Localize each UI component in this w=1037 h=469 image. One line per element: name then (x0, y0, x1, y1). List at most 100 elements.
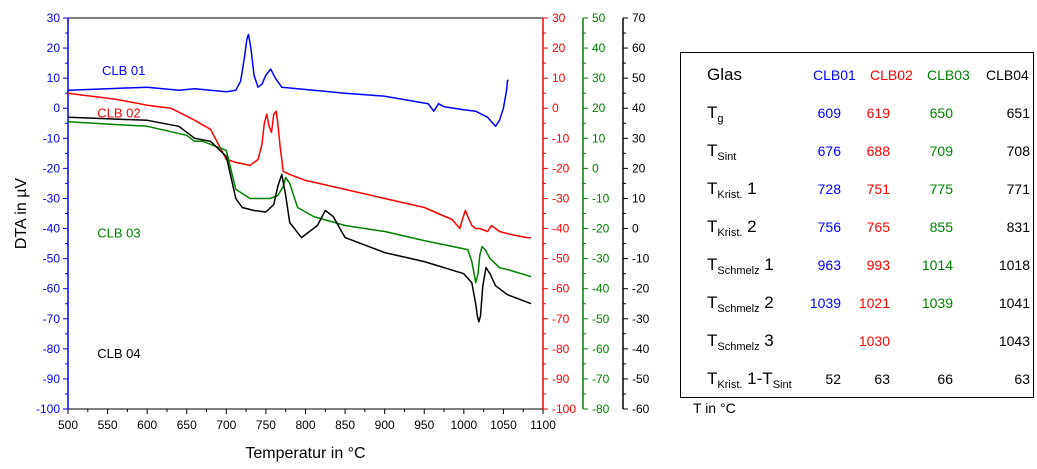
table-cell: 1041 (998, 295, 1030, 311)
x-tick-label: 850 (335, 418, 355, 432)
table-row-label: TSchmelz 3 (707, 331, 774, 353)
x-tick-label: 800 (295, 418, 315, 432)
table-cell: 609 (817, 105, 841, 121)
table-cell: 1043 (998, 333, 1030, 349)
table-row-label: Tg (707, 103, 724, 125)
table-row-label: TSchmelz 2 (707, 293, 774, 315)
table-cell: 709 (929, 143, 953, 159)
y-tick-label-left: -90 (43, 372, 61, 386)
y-tick-label-green: -70 (592, 372, 610, 386)
table-row: TKrist. 1-TSint 52 63 66 63 (681, 361, 1035, 397)
y-tick-label-red: 0 (552, 101, 559, 115)
x-tick-label: 500 (58, 418, 78, 432)
series-label-clb-01: CLB 01 (102, 63, 145, 78)
series-label-clb-02: CLB 02 (97, 105, 140, 120)
table-cell: 52 (825, 371, 841, 387)
y-tick-label-left: -50 (43, 252, 61, 266)
y-tick-label-left: 0 (53, 101, 60, 115)
table-unit-note: T in °C (693, 400, 736, 416)
y-tick-label-green: 0 (592, 161, 599, 175)
table-cell: 751 (866, 181, 890, 197)
y-tick-label-green: -50 (592, 312, 610, 326)
y-tick-label-green: -30 (592, 252, 610, 266)
y-tick-label-green: -40 (592, 282, 610, 296)
y-tick-label-left: -10 (43, 131, 61, 145)
y-tick-label-red: -30 (552, 191, 570, 205)
table-row: TKrist. 2 756 765 855 831 (681, 209, 1035, 245)
table-cell: 63 (874, 371, 890, 387)
x-tick-label: 900 (375, 418, 395, 432)
y-tick-label-left: -30 (43, 191, 61, 205)
y-tick-label-black: 50 (632, 71, 646, 85)
table-col-header: CLB04 (986, 67, 1029, 83)
y-tick-label-black: 10 (632, 191, 646, 205)
table-cell: 756 (817, 219, 841, 235)
table-cell: 993 (866, 257, 890, 273)
x-tick-label: 1100 (530, 418, 556, 432)
y-tick-label-green: -20 (592, 222, 610, 236)
table-row: TSint 676 688 709 708 (681, 133, 1035, 169)
y-tick-label-left: 30 (47, 11, 61, 25)
y-tick-label-black: -10 (632, 252, 650, 266)
axes-layer: 500 550 600 650 700 750 800 850 900 950 1000 1050 11… (13, 11, 650, 462)
table-cell: 765 (866, 219, 890, 235)
y-tick-label-black: 20 (632, 161, 646, 175)
series-line-clb-01 (67, 33, 509, 128)
table-cell: 855 (929, 219, 953, 235)
table-cell: 831 (1006, 219, 1030, 235)
x-tick-label: 550 (98, 418, 118, 432)
x-axis-label: Temperatur in °C (245, 445, 365, 462)
x-tick-label: 1000 (450, 418, 477, 432)
y-tick-label-red: -100 (552, 402, 576, 416)
dta-chart: 500 550 600 650 700 750 800 850 900 950 1000 1050 11… (13, 11, 650, 462)
y-tick-label-green: 40 (592, 41, 606, 55)
table-cell: 1014 (921, 257, 953, 273)
y-tick-label-red: 20 (552, 41, 566, 55)
y-tick-label-red: -20 (552, 161, 570, 175)
y-tick-label-green: -80 (592, 402, 610, 416)
table-cell: 63 (1014, 371, 1030, 387)
table-col-header: CLB01 (813, 67, 856, 83)
table-cell: 728 (817, 181, 841, 197)
table-cell (903, 323, 953, 359)
table-cell: 1039 (921, 295, 953, 311)
y-tick-label-left: -100 (36, 402, 60, 416)
y-axis-label: DTA in µV (13, 178, 30, 249)
table-row-label: TSint (707, 141, 737, 163)
x-tick-label: 950 (414, 418, 434, 432)
y-tick-label-left: -40 (43, 222, 61, 236)
y-tick-label-black: 60 (632, 41, 646, 55)
y-tick-label-red: 10 (552, 71, 566, 85)
y-tick-label-black: -60 (632, 402, 650, 416)
y-tick-label-green: 50 (592, 11, 606, 25)
y-tick-label-black: 30 (632, 131, 646, 145)
table-row: TSchmelz 1 963 993 1014 1018 (681, 247, 1035, 283)
table-cell: 775 (929, 181, 953, 197)
y-tick-label-black: -40 (632, 342, 650, 356)
y-tick-label-red: 30 (552, 11, 566, 25)
y-tick-label-black: 0 (632, 222, 639, 236)
table-cell: 676 (817, 143, 841, 159)
table-row: TSchmelz 2 1039 1021 1039 1041 (681, 285, 1035, 321)
label-layer: CLB 01 CLB 02 CLB 03 CLB 04 (97, 63, 145, 361)
table-cell: 619 (866, 105, 890, 121)
table-cell: 963 (817, 257, 841, 273)
y-tick-label-green: -60 (592, 342, 610, 356)
table-row: TKrist. 1 728 751 775 771 (681, 171, 1035, 207)
y-tick-label-left: -60 (43, 282, 61, 296)
table-cell: 1018 (998, 257, 1030, 273)
table-cell: 1021 (858, 295, 890, 311)
y-tick-label-left: 20 (47, 41, 61, 55)
y-tick-label-red: -70 (552, 312, 570, 326)
table-cell: 688 (866, 143, 890, 159)
y-tick-label-red: -80 (552, 342, 570, 356)
x-tick-label: 700 (216, 418, 236, 432)
series-label-clb-03: CLB 03 (97, 226, 140, 241)
y-tick-label-green: 30 (592, 71, 606, 85)
y-tick-label-red: -90 (552, 372, 570, 386)
y-tick-label-black: 70 (632, 11, 646, 25)
y-tick-label-green: 20 (592, 101, 606, 115)
table-cell: 708 (1006, 143, 1030, 159)
series-line-clb-03 (67, 121, 532, 284)
y-tick-label-black: -20 (632, 282, 650, 296)
